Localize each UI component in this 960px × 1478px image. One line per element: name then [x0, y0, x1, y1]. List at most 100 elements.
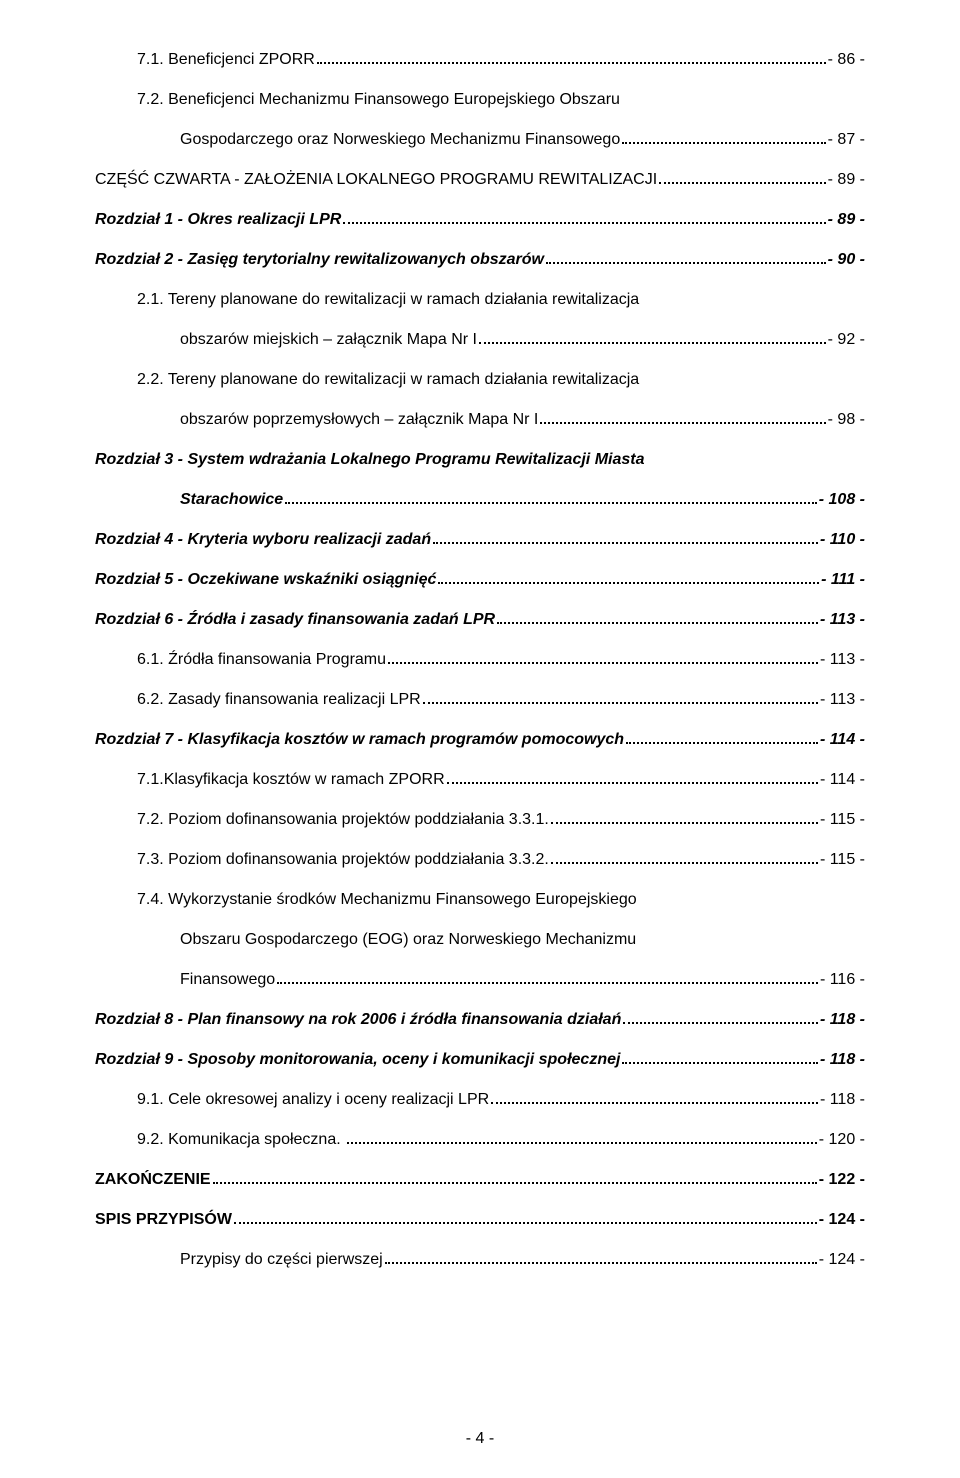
toc-entry-text: 2.1. Tereny planowane do rewitalizacji w…	[137, 280, 639, 320]
toc-leader-dots	[347, 1128, 817, 1144]
toc-entry: 2.2. Tereny planowane do rewitalizacji w…	[95, 360, 865, 400]
toc-entry-page: - 89 -	[828, 200, 865, 240]
toc-leader-dots	[540, 408, 825, 424]
toc-entry: Rozdział 8 - Plan finansowy na rok 2006 …	[95, 1000, 865, 1040]
toc-entry-page: - 124 -	[819, 1240, 865, 1280]
toc-entry: Rozdział 4 - Kryteria wyboru realizacji …	[95, 520, 865, 560]
page-number-footer: - 4 -	[0, 1430, 960, 1448]
toc-entry-text: SPIS PRZYPISÓW	[95, 1200, 232, 1240]
toc-leader-dots	[623, 1008, 818, 1024]
toc-leader-dots	[385, 1248, 817, 1264]
toc-leader-dots	[277, 968, 818, 984]
toc-entry: 7.3. Poziom dofinansowania projektów pod…	[95, 840, 865, 880]
toc-entry-text: Przypisy do części pierwszej	[180, 1240, 383, 1280]
toc-entry-text: 6.1. Źródła finansowania Programu	[137, 640, 386, 680]
toc-entry-text: Finansowego	[180, 960, 275, 1000]
toc-entry: 7.2. Beneficjenci Mechanizmu Finansowego…	[95, 80, 865, 120]
toc-leader-dots	[546, 248, 826, 264]
toc-entry-page: - 124 -	[819, 1200, 865, 1240]
toc-entry-text: obszarów poprzemysłowych – załącznik Map…	[180, 400, 538, 440]
toc-entry: Rozdział 1 - Okres realizacji LPR - 89 -	[95, 200, 865, 240]
toc-entry-text: Rozdział 1 - Okres realizacji LPR	[95, 200, 341, 240]
toc-entry-page: - 108 -	[819, 480, 865, 520]
toc-entry-page: - 113 -	[820, 600, 865, 640]
toc-entry-text: 7.2. Poziom dofinansowania projektów pod…	[137, 800, 549, 840]
toc-entry-page: - 111 -	[821, 560, 865, 600]
toc-entry-page: - 98 -	[828, 400, 865, 440]
toc-entry-text: Obszaru Gospodarczego (EOG) oraz Norwesk…	[180, 920, 636, 960]
toc-entry: 2.1. Tereny planowane do rewitalizacji w…	[95, 280, 865, 320]
toc-entry-text: 6.2. Zasady finansowania realizacji LPR	[137, 680, 421, 720]
toc-entry: 7.1.Klasyfikacja kosztów w ramach ZPORR -…	[95, 760, 865, 800]
toc-entry-text: CZĘŚĆ CZWARTA - ZAŁOŻENIA LOKALNEGO PROG…	[95, 160, 657, 200]
toc-entry-text: Rozdział 8 - Plan finansowy na rok 2006 …	[95, 1000, 621, 1040]
toc-entry: Rozdział 6 - Źródła i zasady finansowani…	[95, 600, 865, 640]
table-of-contents: 7.1. Beneficjenci ZPORR - 86 - 7.2. Benefi…	[95, 40, 865, 1280]
toc-leader-dots	[491, 1088, 818, 1104]
toc-entry-text: 7.1. Beneficjenci ZPORR	[137, 40, 315, 80]
toc-entry: Starachowice - 108 -	[95, 480, 865, 520]
toc-entry-page: - 120 -	[819, 1120, 865, 1160]
toc-entry-page: - 92 -	[828, 320, 865, 360]
toc-entry-text: Rozdział 9 - Sposoby monitorowania, ocen…	[95, 1040, 620, 1080]
toc-entry: Obszaru Gospodarczego (EOG) oraz Norwesk…	[95, 920, 865, 960]
toc-entry: obszarów miejskich – załącznik Mapa Nr I…	[95, 320, 865, 360]
toc-leader-dots	[433, 528, 818, 544]
toc-entry-text: obszarów miejskich – załącznik Mapa Nr I	[180, 320, 477, 360]
toc-leader-dots	[317, 48, 826, 64]
toc-entry-text: Rozdział 3 - System wdrażania Lokalnego …	[95, 440, 644, 480]
toc-entry-page: - 116 -	[820, 960, 865, 1000]
toc-entry: Rozdział 2 - Zasięg terytorialny rewital…	[95, 240, 865, 280]
toc-entry: SPIS PRZYPISÓW - 124 -	[95, 1200, 865, 1240]
toc-entry-page: - 115 -	[820, 800, 865, 840]
toc-entry-page: - 90 -	[828, 240, 865, 280]
toc-entry-page: - 118 -	[820, 1040, 865, 1080]
toc-entry-text: 7.1.Klasyfikacja kosztów w ramach ZPORR	[137, 760, 445, 800]
toc-entry: 9.1. Cele okresowej analizy i oceny real…	[95, 1080, 865, 1120]
toc-entry-page: - 122 -	[819, 1160, 865, 1200]
toc-entry-page: - 118 -	[820, 1000, 865, 1040]
document-page: 7.1. Beneficjenci ZPORR - 86 - 7.2. Benefi…	[0, 0, 960, 1478]
toc-entry-page: - 113 -	[820, 680, 865, 720]
toc-leader-dots	[551, 808, 818, 824]
toc-entry-text: Rozdział 7 - Klasyfikacja kosztów w rama…	[95, 720, 624, 760]
toc-entry-page: - 115 -	[820, 840, 865, 880]
toc-entry-text: Starachowice	[180, 480, 283, 520]
toc-entry-text: 7.2. Beneficjenci Mechanizmu Finansowego…	[137, 80, 620, 120]
toc-entry: 9.2. Komunikacja społeczna. - 120 -	[95, 1120, 865, 1160]
toc-entry: 6.2. Zasady finansowania realizacji LPR -…	[95, 680, 865, 720]
toc-entry: obszarów poprzemysłowych – załącznik Map…	[95, 400, 865, 440]
toc-entry-page: - 114 -	[820, 720, 865, 760]
toc-entry: 7.4. Wykorzystanie środków Mechanizmu Fi…	[95, 880, 865, 920]
toc-entry: 7.2. Poziom dofinansowania projektów pod…	[95, 800, 865, 840]
toc-leader-dots	[479, 328, 826, 344]
toc-entry-text: Rozdział 6 - Źródła i zasady finansowani…	[95, 600, 495, 640]
toc-entry: CZĘŚĆ CZWARTA - ZAŁOŻENIA LOKALNEGO PROG…	[95, 160, 865, 200]
toc-entry: Rozdział 3 - System wdrażania Lokalnego …	[95, 440, 865, 480]
toc-leader-dots	[626, 728, 818, 744]
toc-entry-page: - 110 -	[820, 520, 865, 560]
toc-entry-page: - 118 -	[820, 1080, 865, 1120]
toc-entry-text: Rozdział 5 - Oczekiwane wskaźniki osiągn…	[95, 560, 436, 600]
toc-entry: Rozdział 7 - Klasyfikacja kosztów w rama…	[95, 720, 865, 760]
toc-entry-text: Rozdział 2 - Zasięg terytorialny rewital…	[95, 240, 544, 280]
toc-leader-dots	[234, 1208, 817, 1224]
toc-leader-dots	[423, 688, 818, 704]
toc-leader-dots	[213, 1168, 817, 1184]
toc-leader-dots	[497, 608, 818, 624]
toc-leader-dots	[388, 648, 818, 664]
toc-entry: Gospodarczego oraz Norweskiego Mechanizm…	[95, 120, 865, 160]
toc-leader-dots	[438, 568, 819, 584]
toc-entry: 7.1. Beneficjenci ZPORR - 86 -	[95, 40, 865, 80]
toc-entry-text: 7.3. Poziom dofinansowania projektów pod…	[137, 840, 549, 880]
toc-entry-text: 9.2. Komunikacja społeczna.	[137, 1120, 345, 1160]
toc-entry-page: - 86 -	[828, 40, 865, 80]
toc-entry-page: - 87 -	[828, 120, 865, 160]
toc-leader-dots	[447, 768, 818, 784]
toc-entry-text: 2.2. Tereny planowane do rewitalizacji w…	[137, 360, 639, 400]
toc-leader-dots	[622, 128, 825, 144]
toc-entry: Przypisy do części pierwszej - 124 -	[95, 1240, 865, 1280]
toc-leader-dots	[551, 848, 818, 864]
toc-entry-page: - 89 -	[828, 160, 865, 200]
toc-entry-page: - 114 -	[820, 760, 865, 800]
